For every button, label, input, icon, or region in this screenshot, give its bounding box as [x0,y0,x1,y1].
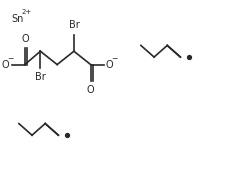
Text: −: − [111,54,117,63]
Text: Sn: Sn [11,14,24,24]
Text: O: O [2,59,10,70]
Text: Br: Br [35,72,46,82]
Text: Br: Br [69,20,79,30]
Text: −: − [7,54,13,63]
Text: O: O [87,85,94,95]
Text: 2+: 2+ [22,9,32,15]
Text: O: O [106,59,114,70]
Text: O: O [21,34,29,44]
